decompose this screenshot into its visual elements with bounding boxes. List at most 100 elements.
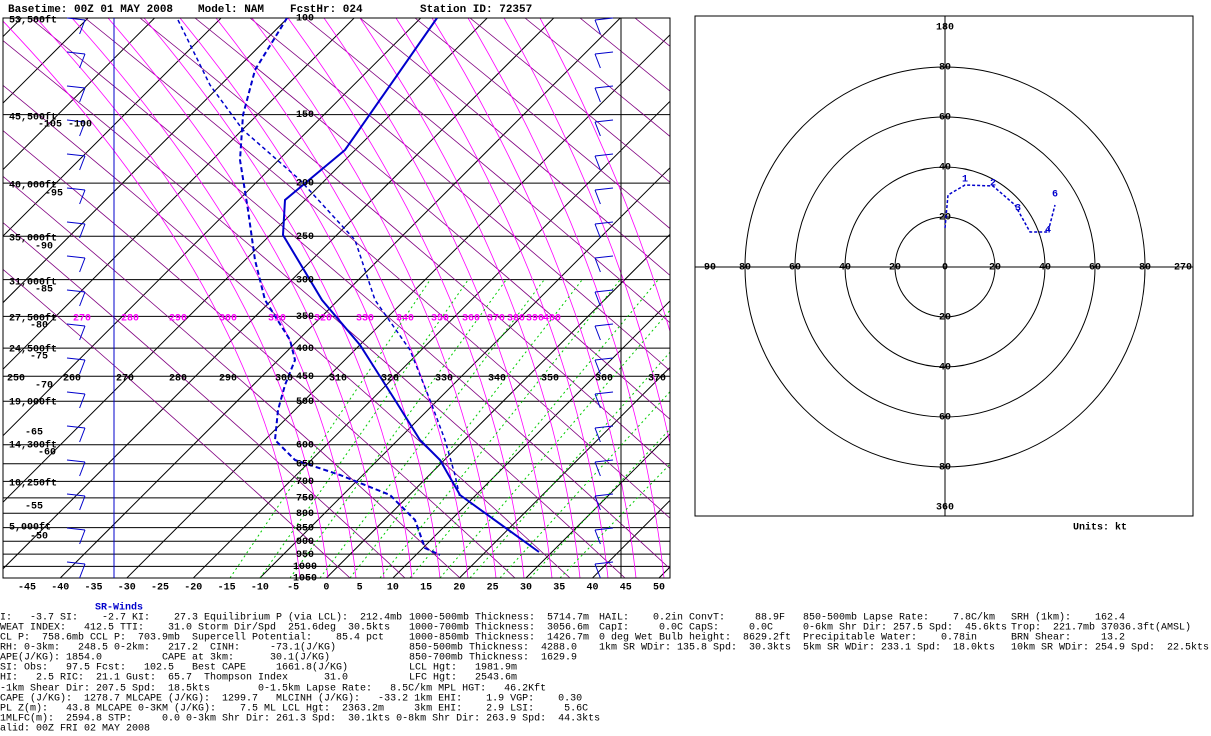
hodo-point-label: 1 bbox=[962, 175, 968, 186]
dry-adiabat bbox=[745, 18, 1211, 578]
barb-flag bbox=[594, 17, 614, 21]
index-text: CapI: 0.0C CapS: 0.0C bbox=[599, 623, 773, 634]
barb-staff bbox=[79, 495, 86, 511]
moist-adiabat bbox=[179, 18, 441, 578]
ring-label: 20 bbox=[989, 263, 1001, 274]
ring-label: 20 bbox=[939, 313, 951, 324]
barb-staff bbox=[594, 121, 601, 137]
pressure-label: 100 bbox=[296, 14, 314, 25]
height-label: 24,500ft bbox=[9, 344, 57, 356]
pressure-label: 1000 bbox=[293, 562, 317, 573]
moist-adiabat bbox=[431, 18, 637, 578]
barb-flag bbox=[66, 119, 86, 123]
ring-label: 60 bbox=[939, 413, 951, 424]
theta-e-label: 300 bbox=[219, 314, 237, 325]
hodo-label: 270 bbox=[1174, 263, 1192, 274]
dry-adiabat bbox=[3, 222, 406, 578]
barb-flag bbox=[66, 255, 86, 259]
barb-flag bbox=[594, 527, 614, 531]
isotherm-label: -85 bbox=[35, 285, 53, 296]
barb-staff bbox=[79, 87, 86, 103]
parcel-profile bbox=[177, 19, 461, 499]
theta-e-label: 370 bbox=[487, 314, 505, 325]
dry-adiabat bbox=[3, 40, 626, 578]
barb-flag bbox=[594, 493, 614, 497]
index-text: 850-500mb Thickness: 4288.0 bbox=[409, 642, 577, 654]
barb-flag bbox=[66, 391, 86, 395]
ring-label: 40 bbox=[939, 163, 951, 174]
isotherm bbox=[658, 566, 670, 578]
index-text: 1000-500mb Thickness: 5714.7m bbox=[409, 612, 589, 624]
pressure-label: 950 bbox=[296, 550, 314, 561]
temp-tick-label: -40 bbox=[51, 583, 69, 594]
profiles bbox=[177, 18, 540, 556]
temp-tick-label: -20 bbox=[184, 583, 202, 594]
barb-flag bbox=[66, 527, 86, 531]
mixing-ratio bbox=[469, 351, 670, 578]
barb-flag bbox=[66, 425, 86, 429]
dry-adiabat bbox=[249, 18, 670, 372]
dry-adiabat bbox=[139, 18, 670, 469]
theta-label: 250 bbox=[7, 374, 25, 385]
dry-adiabat bbox=[800, 18, 1211, 578]
barb-staff bbox=[79, 529, 86, 545]
isotherm bbox=[392, 300, 670, 578]
index-text: alid: 00Z FRI 02 MAY 2008 bbox=[0, 723, 150, 735]
hodo-point-label: 3 bbox=[1015, 204, 1021, 215]
index-text: 10km SR WDir: 254.9 Spd: 22.5kts bbox=[1011, 642, 1209, 654]
theta-label: 340 bbox=[488, 374, 506, 385]
moist-adiabat bbox=[323, 18, 553, 578]
index-text: 850-500mb Lapse Rate: 7.8C/km bbox=[803, 612, 995, 624]
temp-tick-label: -10 bbox=[251, 583, 269, 594]
index-text: -1km Shear Dir: 207.5 Spd: 18.5kts 0-1.5… bbox=[0, 683, 546, 695]
barb-flag bbox=[594, 425, 614, 429]
hodo-point-label: 6 bbox=[1052, 190, 1058, 201]
barb-staff bbox=[594, 427, 601, 443]
barb-staff bbox=[79, 223, 86, 239]
isotherm bbox=[326, 233, 670, 578]
skewt-lines bbox=[3, 18, 1211, 578]
isotherm bbox=[3, 18, 222, 237]
height-label: 45,500ft bbox=[9, 112, 57, 124]
index-text: CL P: 758.6mb CCL P: 703.9mb Supercell P… bbox=[0, 632, 384, 644]
theta-e-label: 390 bbox=[526, 314, 544, 325]
ring-label: 20 bbox=[889, 263, 901, 274]
temp-tick-label: 25 bbox=[487, 583, 499, 594]
theta-label: 310 bbox=[329, 374, 347, 385]
index-text: HI: 2.5 RIC: 21.1 Gust: 65.7 Thompson In… bbox=[0, 672, 348, 684]
theta-label: 360 bbox=[595, 374, 613, 385]
isotherm bbox=[592, 499, 670, 578]
hodo-point-label: 4 bbox=[1045, 226, 1051, 237]
temp-tick-label: 0 bbox=[323, 583, 329, 594]
barb-flag bbox=[594, 51, 614, 55]
barb-flag bbox=[66, 187, 86, 191]
pressure-label: 250 bbox=[296, 232, 314, 243]
theta-e-label: 360 bbox=[462, 314, 480, 325]
moist-adiabat bbox=[215, 18, 469, 578]
isotherm-label: -50 bbox=[30, 532, 48, 543]
isotherm-label: -105 -100 bbox=[38, 120, 92, 131]
theta-e-label: 270 bbox=[73, 314, 91, 325]
isotherm-label: -55 bbox=[25, 502, 43, 513]
isotherm-label: -75 bbox=[30, 352, 48, 363]
theta-e-label: 320 bbox=[314, 314, 332, 325]
pressure-label: 1050 bbox=[293, 574, 317, 585]
temp-tick-label: 30 bbox=[520, 583, 532, 594]
barb-staff bbox=[594, 257, 601, 273]
pressure-label: 800 bbox=[296, 509, 314, 520]
barb-staff bbox=[594, 359, 601, 375]
barb-staff bbox=[594, 223, 601, 239]
index-text: Trop: 221.7mb 37036.3ft(AMSL) bbox=[1011, 622, 1191, 634]
mixing-ratio bbox=[229, 279, 431, 578]
theta-e-label: 380 bbox=[507, 314, 525, 325]
barb-staff bbox=[594, 19, 601, 35]
barb-staff bbox=[79, 325, 86, 341]
isotherm bbox=[59, 18, 621, 578]
moist-adiabat bbox=[395, 18, 609, 578]
height-label: 10,250ft bbox=[9, 478, 57, 490]
isotherm bbox=[459, 366, 670, 578]
barb-flag bbox=[66, 357, 86, 361]
ring-label: 40 bbox=[1039, 263, 1051, 274]
isotherm bbox=[3, 18, 355, 370]
temp-tick-label: 45 bbox=[620, 583, 632, 594]
